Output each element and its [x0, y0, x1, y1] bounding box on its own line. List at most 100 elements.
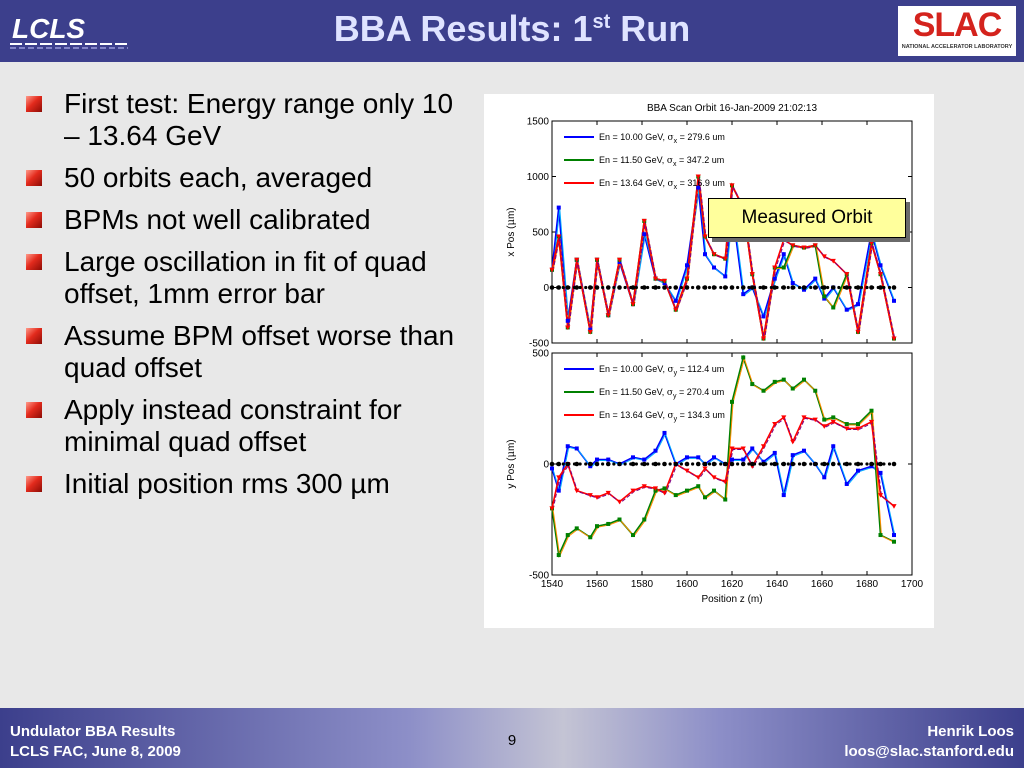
data-point	[741, 457, 746, 462]
data-point	[594, 495, 600, 500]
bullet-square-icon	[26, 212, 42, 228]
reference-dot	[679, 285, 683, 290]
reference-dot	[657, 462, 661, 466]
data-point	[790, 439, 796, 445]
reference-dot	[713, 285, 717, 290]
reference-dot	[781, 285, 785, 290]
data-point	[673, 298, 678, 303]
reference-dot	[640, 462, 644, 466]
orbit-chart-panel: BBA Scan Orbit 16-Jan-2009 21:02:13 -500 0…	[484, 94, 934, 628]
data-point	[761, 314, 766, 319]
series-fit-line	[552, 432, 896, 537]
bullet-square-icon	[26, 402, 42, 418]
bullet-square-icon	[26, 170, 42, 186]
data-point	[781, 265, 786, 270]
data-point	[652, 276, 659, 282]
reference-dot	[556, 462, 560, 466]
reference-dot	[685, 285, 689, 290]
reference-dot	[848, 462, 852, 466]
data-point	[855, 329, 861, 335]
data-point	[723, 497, 728, 502]
slac-logo-subtitle: NATIONAL ACCELERATOR LABORATORY	[901, 44, 1013, 50]
data-point	[549, 506, 555, 511]
data-point	[844, 422, 849, 427]
reference-dot	[572, 285, 577, 290]
data-point	[830, 258, 836, 264]
y-tick-label: 1500	[527, 117, 550, 128]
page-title: BBA Results: 1st Run	[333, 8, 691, 49]
legend-entry: En = 13.64 GeV, σx = 316.9 um	[599, 178, 725, 191]
data-point	[844, 307, 849, 312]
reference-dot	[550, 285, 554, 290]
data-point	[831, 444, 836, 449]
data-point	[781, 493, 786, 498]
data-point	[588, 327, 593, 332]
series-fit-line	[552, 356, 896, 558]
reference-dot	[629, 285, 633, 290]
reference-dot	[595, 462, 599, 466]
data-point	[574, 446, 579, 451]
data-point	[781, 377, 786, 382]
footer-author: Henrik Loos	[927, 723, 1014, 740]
x-tick-label: 1640	[766, 579, 789, 590]
reference-dot	[561, 462, 565, 466]
data-point	[781, 237, 787, 243]
data-point	[802, 448, 806, 453]
reference-dot	[809, 462, 813, 466]
reference-dot	[550, 462, 554, 466]
data-point	[891, 504, 897, 509]
data-point	[662, 430, 667, 435]
data-point	[741, 292, 746, 297]
reference-dot	[679, 462, 683, 466]
data-point	[587, 493, 593, 498]
reference-dot	[629, 462, 633, 466]
reference-dot	[623, 462, 627, 466]
data-point	[831, 415, 836, 420]
bullet-item: Apply instead constraint for minimal qua…	[26, 394, 466, 458]
data-point	[684, 468, 690, 474]
reference-dot	[831, 462, 835, 466]
data-point	[878, 533, 883, 538]
legend-entry: En = 11.50 GeV, σy = 270.4 um	[599, 387, 724, 400]
bullet-square-icon	[26, 254, 42, 270]
data-point	[565, 318, 570, 323]
data-point	[856, 468, 860, 473]
data-point	[653, 448, 658, 453]
reference-dot	[612, 462, 616, 466]
data-point	[587, 329, 593, 335]
legend-entry: En = 13.64 GeV, σy = 134.3 um	[599, 410, 725, 423]
bullet-item: Large oscillation in fit of quad offset,…	[26, 246, 466, 310]
y-tick-label: 0	[543, 460, 549, 471]
data-point	[844, 426, 850, 432]
reference-dot	[865, 462, 869, 466]
orbit-chart: BBA Scan Orbit 16-Jan-2009 21:02:13 -500 0…	[506, 103, 924, 605]
reference-dot	[736, 285, 740, 290]
reference-dot	[820, 285, 824, 290]
data-point	[702, 234, 708, 240]
reference-dot	[859, 462, 863, 466]
data-point	[868, 419, 875, 425]
data-point	[801, 415, 807, 420]
reference-dot	[691, 462, 695, 466]
footer-talk-title: Undulator BBA Results	[10, 723, 176, 740]
footer-event: LCLS FAC, June 8, 2009	[10, 743, 181, 760]
reference-dot	[887, 285, 892, 290]
x-tick-label: 1540	[541, 579, 564, 590]
reference-dot	[887, 462, 892, 466]
reference-dot	[871, 285, 875, 290]
legend-entry: En = 11.50 GeV, σx = 347.2 um	[599, 155, 724, 168]
data-point	[802, 377, 806, 382]
data-point	[722, 479, 728, 485]
data-point	[565, 444, 570, 449]
data-point	[892, 539, 896, 544]
reference-dot	[674, 462, 678, 466]
reference-dot	[826, 462, 830, 466]
data-point	[652, 486, 659, 492]
reference-dot	[764, 285, 768, 290]
data-point	[749, 272, 755, 277]
data-point	[723, 274, 728, 279]
reference-dot	[668, 462, 672, 466]
data-point	[641, 484, 647, 489]
data-point	[616, 499, 623, 505]
data-point	[711, 475, 717, 480]
